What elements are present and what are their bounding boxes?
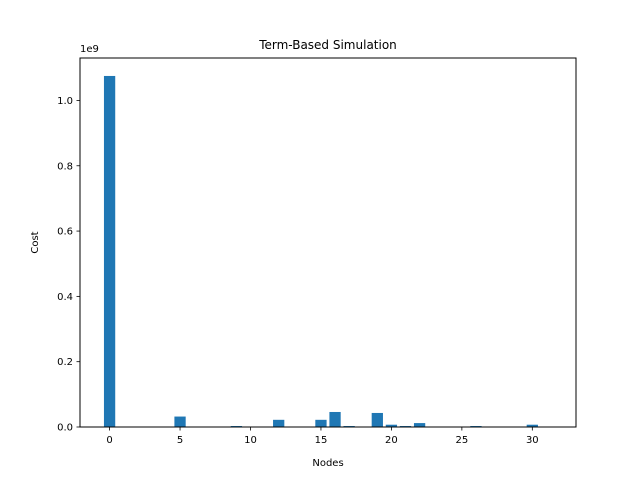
y-tick-label: 0.8 xyxy=(57,161,73,172)
bar-node-16 xyxy=(329,411,341,427)
bar-node-22 xyxy=(413,423,426,427)
x-axis-label: Nodes xyxy=(312,458,343,469)
x-tick-label: 15 xyxy=(315,435,328,446)
bar-node-12 xyxy=(273,419,285,427)
y-axis-multiplier: 1e9 xyxy=(80,44,99,55)
chart-title: Term-Based Simulation xyxy=(258,38,397,52)
y-tick-label: 0.0 xyxy=(57,423,73,434)
x-tick-label: 5 xyxy=(177,435,183,446)
y-tick-label: 0.6 xyxy=(57,227,73,238)
y-tick-label: 0.2 xyxy=(57,357,73,368)
y-axis-label: Cost xyxy=(30,231,41,253)
plot-frame xyxy=(79,57,577,428)
x-tick-label: 0 xyxy=(106,435,112,446)
bar-node-20 xyxy=(385,424,398,427)
bar-node-15 xyxy=(315,419,327,427)
bar-node-5 xyxy=(174,416,186,427)
x-axis-ticks: 0 5 10 15 20 25 30 xyxy=(106,427,539,446)
y-tick-label: 0.4 xyxy=(57,292,73,303)
x-tick-label: 20 xyxy=(385,435,398,446)
y-axis-ticks: 0.0 0.2 0.4 0.6 0.8 1.0 xyxy=(57,96,80,434)
bar-node-19 xyxy=(371,412,383,427)
y-tick-label: 1.0 xyxy=(57,96,73,107)
x-tick-label: 10 xyxy=(244,435,257,446)
x-tick-label: 30 xyxy=(526,435,539,446)
bar-node-0 xyxy=(103,75,116,427)
bar-node-30 xyxy=(526,424,538,427)
x-tick-label: 25 xyxy=(455,435,468,446)
